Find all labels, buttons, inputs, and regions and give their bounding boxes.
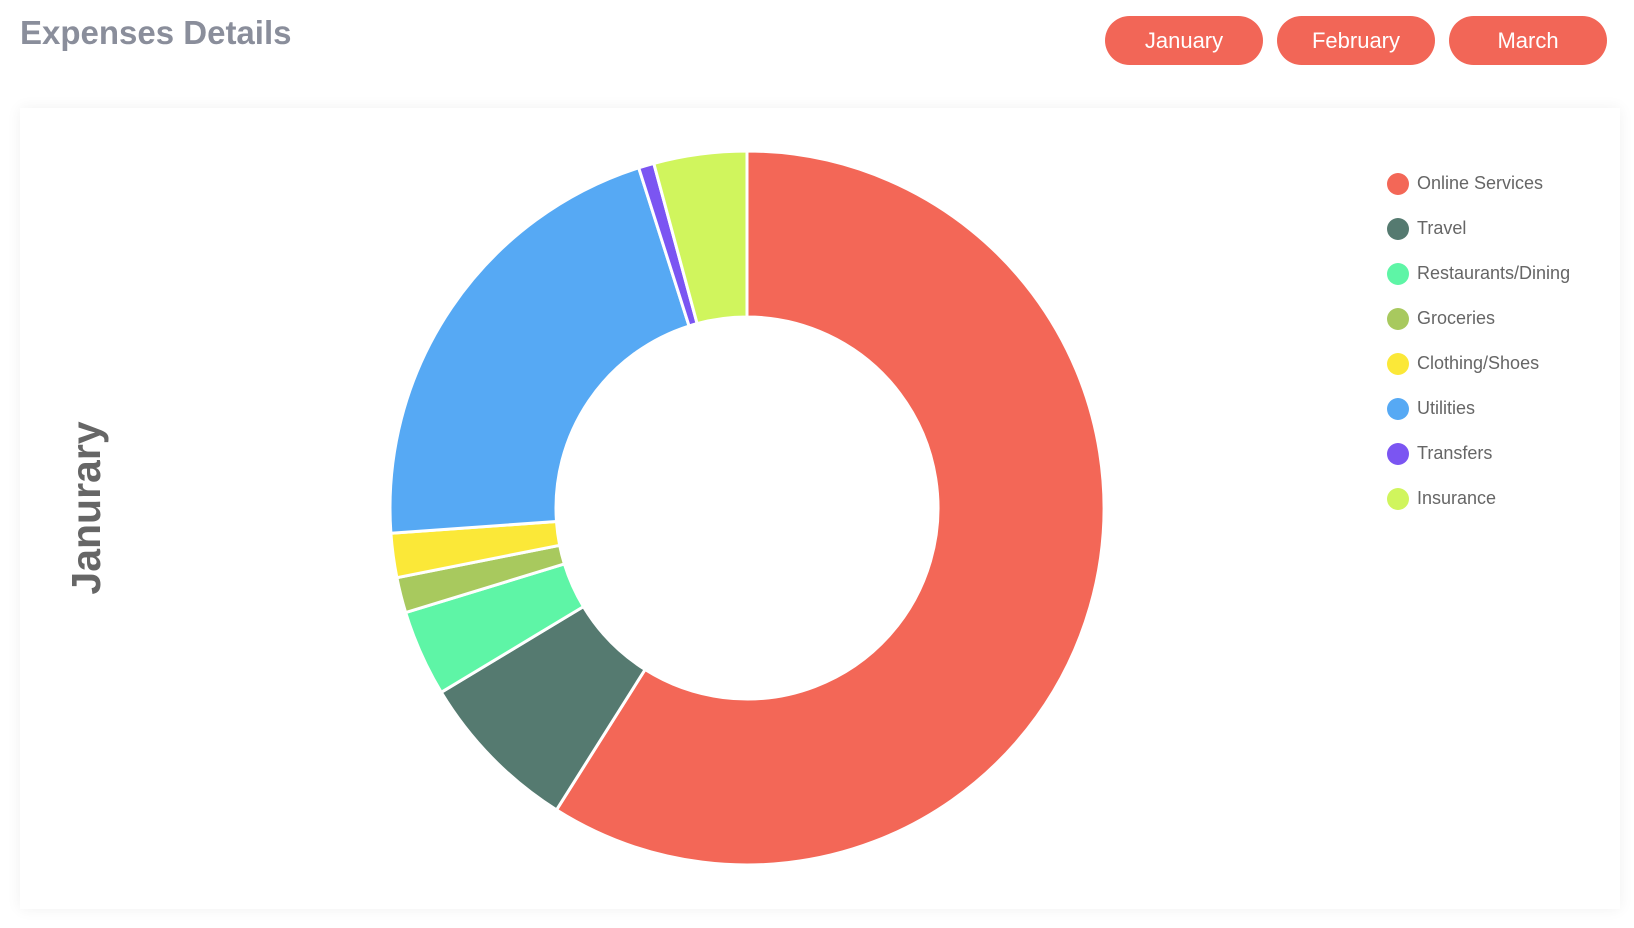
- legend-label: Groceries: [1417, 308, 1495, 328]
- chart: Janurary Online Services Travel Restaurant…: [63, 149, 1570, 867]
- month-button[interactable]: January: [1105, 16, 1263, 65]
- legend-swatch: [1387, 488, 1409, 510]
- month-button[interactable]: March: [1449, 16, 1607, 65]
- legend-swatch: [1387, 443, 1409, 465]
- legend-swatch: [1387, 308, 1409, 330]
- legend-swatch: [1387, 173, 1409, 195]
- slice: [554, 149, 1106, 867]
- legend-label: Utilities: [1417, 398, 1475, 418]
- legend-label: Online Services: [1417, 173, 1543, 193]
- legend-label: Transfers: [1417, 443, 1492, 463]
- legend-label: Clothing/Shoes: [1417, 353, 1539, 373]
- legend-swatch: [1387, 353, 1409, 375]
- slice: [651, 149, 749, 326]
- chart-card: Janurary Online Services Travel Restaurant…: [20, 108, 1620, 909]
- legend-label: Insurance: [1417, 488, 1496, 508]
- legend-swatch: [1387, 263, 1409, 285]
- slice: [388, 165, 691, 535]
- legend-label: Travel: [1417, 218, 1466, 238]
- chart-title: Janurary: [63, 421, 109, 594]
- legend-swatch: [1387, 218, 1409, 240]
- month-button[interactable]: February: [1277, 16, 1435, 65]
- page-title: Expenses Details: [20, 14, 292, 51]
- legend-swatch: [1387, 398, 1409, 420]
- legend-label: Restaurants/Dining: [1417, 263, 1570, 283]
